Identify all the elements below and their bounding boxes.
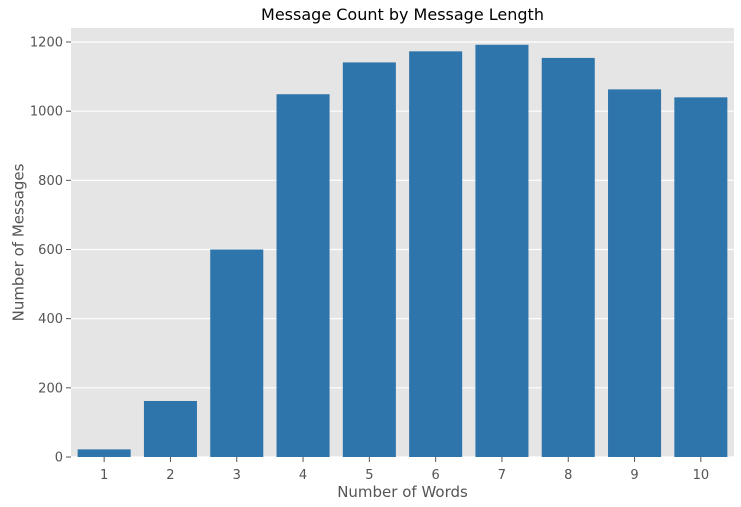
bar-5	[342, 62, 396, 457]
x-tick-label: 7	[498, 468, 506, 483]
x-tick-label: 2	[166, 468, 174, 483]
y-tick-label: 1000	[30, 105, 63, 120]
x-tick-label: 4	[299, 468, 307, 483]
y-tick-label: 400	[38, 312, 63, 327]
bar-1	[77, 449, 131, 457]
bar-2	[143, 400, 197, 457]
bar-4	[276, 94, 330, 458]
x-tick-label: 9	[630, 468, 638, 483]
x-tick-label: 5	[365, 468, 373, 483]
y-tick-label: 0	[55, 451, 63, 466]
chart-title: Message Count by Message Length	[261, 5, 544, 24]
x-tick-label: 6	[432, 468, 440, 483]
bar-3	[210, 249, 264, 457]
y-tick-label: 200	[38, 381, 63, 396]
x-axis-label: Number of Words	[337, 483, 468, 501]
x-tick-label: 8	[564, 468, 572, 483]
x-tick-label: 10	[693, 468, 710, 483]
x-axis-ticks: 1 2 3 4 5 6 7 8 9 10	[100, 457, 709, 483]
y-tick-label: 1200	[30, 36, 63, 51]
bars	[77, 44, 728, 458]
bar-7	[475, 44, 529, 458]
x-tick-label: 3	[233, 468, 241, 483]
bar-6	[409, 51, 463, 458]
bar-10	[674, 97, 728, 457]
x-tick-label: 1	[100, 468, 108, 483]
bar-9	[608, 89, 662, 458]
bar-8	[541, 57, 595, 458]
y-tick-label: 600	[38, 243, 63, 258]
y-axis-label: Number of Messages	[9, 163, 27, 321]
y-axis-ticks: 0 200 400 600 800 1000 1200	[30, 36, 71, 466]
y-tick-label: 800	[38, 174, 63, 189]
